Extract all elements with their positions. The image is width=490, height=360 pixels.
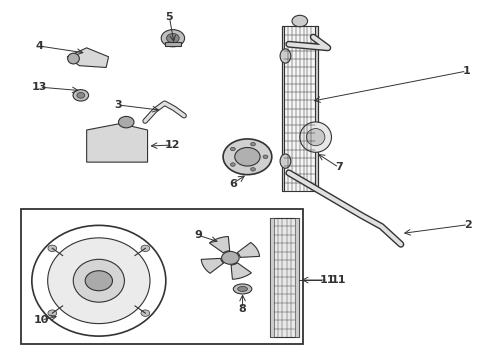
Text: 8: 8 xyxy=(239,303,246,314)
Text: 4: 4 xyxy=(35,41,43,51)
Bar xyxy=(21,208,303,344)
Polygon shape xyxy=(231,263,251,279)
Ellipse shape xyxy=(48,238,150,324)
Circle shape xyxy=(250,167,255,171)
Bar xyxy=(282,26,285,191)
Text: 12: 12 xyxy=(165,140,181,150)
Ellipse shape xyxy=(233,284,252,294)
Text: 11: 11 xyxy=(330,275,346,285)
Polygon shape xyxy=(87,123,147,162)
Circle shape xyxy=(230,163,235,166)
Text: 2: 2 xyxy=(464,220,472,230)
Ellipse shape xyxy=(68,53,79,64)
Bar xyxy=(295,217,298,337)
Circle shape xyxy=(48,310,57,316)
Text: 13: 13 xyxy=(32,82,47,92)
Bar xyxy=(270,217,298,337)
Ellipse shape xyxy=(238,287,247,292)
Circle shape xyxy=(235,148,260,166)
Circle shape xyxy=(161,30,185,47)
Circle shape xyxy=(223,139,272,175)
Circle shape xyxy=(48,245,57,252)
Text: 5: 5 xyxy=(166,13,173,22)
Circle shape xyxy=(167,33,179,43)
Bar xyxy=(165,42,181,46)
Ellipse shape xyxy=(280,49,291,63)
Text: 9: 9 xyxy=(195,230,203,240)
Circle shape xyxy=(119,116,134,128)
Text: 3: 3 xyxy=(115,100,122,110)
Bar xyxy=(270,217,274,337)
Ellipse shape xyxy=(300,122,331,152)
Text: 7: 7 xyxy=(335,162,343,172)
Text: 6: 6 xyxy=(229,179,237,189)
Circle shape xyxy=(141,245,150,252)
Ellipse shape xyxy=(73,259,124,302)
Circle shape xyxy=(263,155,268,158)
Text: 11: 11 xyxy=(320,275,336,285)
Circle shape xyxy=(250,143,255,146)
Circle shape xyxy=(73,90,89,101)
Circle shape xyxy=(292,15,308,27)
Polygon shape xyxy=(237,242,260,257)
Text: 1: 1 xyxy=(463,66,470,76)
Polygon shape xyxy=(67,48,109,67)
Bar xyxy=(282,26,318,191)
Polygon shape xyxy=(201,258,223,273)
Polygon shape xyxy=(209,237,230,253)
Circle shape xyxy=(85,271,113,291)
Circle shape xyxy=(141,310,150,316)
Circle shape xyxy=(77,93,85,98)
Text: 10: 10 xyxy=(34,315,49,325)
Circle shape xyxy=(221,251,239,264)
Ellipse shape xyxy=(280,154,291,168)
Ellipse shape xyxy=(306,129,325,146)
Circle shape xyxy=(230,147,235,151)
Bar xyxy=(315,26,318,191)
